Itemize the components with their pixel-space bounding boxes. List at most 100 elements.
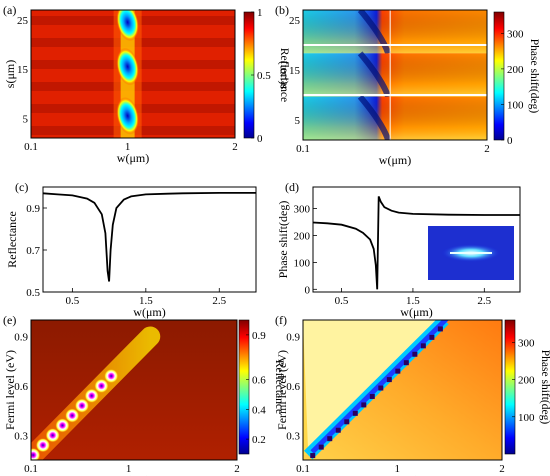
y-tick-label: 0.9 (26, 203, 40, 215)
phase-step (310, 453, 316, 459)
reflectance-dip (74, 398, 89, 413)
reflectance-dip (116, 97, 140, 135)
colorbar-tick-label: 0.2 (252, 434, 266, 446)
y-tick-label: 0.9 (286, 331, 300, 343)
panel-d: 0.5 1.5 2.5 0 100 200 300 w(μm) Phase shift(deg)… (276, 180, 521, 319)
colorbar-tick-label: 0 (257, 133, 263, 145)
x-axis-label: w(μm) (118, 473, 150, 476)
x-tick-label: 0.5 (335, 295, 349, 307)
reflectance-dip (104, 369, 119, 383)
plot-frame (30, 319, 238, 461)
y-tick-label: 100 (294, 257, 311, 269)
phase-step (437, 326, 443, 332)
y-tick-label: 25 (289, 15, 301, 27)
y-axis-label: Fermi level (eV) (275, 350, 289, 430)
phase-step (386, 377, 392, 383)
x-tick-label: 0.1 (296, 143, 310, 155)
phase-step (352, 410, 358, 416)
colorbar-tick-label: 1 (257, 7, 263, 19)
colorbar (238, 319, 250, 455)
phase-step (344, 419, 350, 425)
y-tick-label: 0.5 (26, 287, 40, 299)
colorbar-tick-label: 300 (518, 337, 535, 349)
x-tick-label: 2 (484, 143, 490, 155)
reflectance-dip (65, 408, 80, 423)
phase-step (412, 351, 418, 357)
colorbar-tick-label: 100 (518, 412, 535, 424)
phase-step (369, 393, 375, 399)
y-axis-label: s(μm) (275, 61, 289, 89)
x-tick-label: 1.5 (139, 295, 153, 307)
y-axis-label: Fermi level (eV) (3, 350, 17, 430)
y-axis-label: Reflectance (5, 211, 19, 268)
plot-frame (42, 186, 257, 293)
panel-f: 100 200 300 Phase shift(deg) 0.1 1 2 0.3 0.6 0.9 w… (275, 313, 550, 476)
reflectance-dip (116, 10, 140, 42)
phase-step (403, 360, 409, 366)
panel-label: (d) (285, 180, 299, 194)
x-tick-label: 0.5 (66, 295, 80, 307)
x-tick-label: 1 (125, 141, 131, 153)
y-tick-label: 5 (295, 115, 301, 127)
colorbar (504, 319, 516, 455)
y-tick-label: 5 (23, 113, 29, 125)
x-axis-label: w(μm) (117, 151, 149, 165)
reflectance-dip (84, 388, 99, 403)
reflectance-dip (94, 378, 109, 393)
heatmap-f (303, 320, 502, 460)
x-tick-label: 2.5 (477, 295, 491, 307)
phase-ridge (357, 94, 391, 140)
y-tick-label: 300 (294, 204, 311, 216)
plot-frame (302, 319, 503, 461)
colorbar-tick-label: 100 (507, 99, 524, 111)
y-tick-label: 0.3 (14, 430, 28, 442)
phase-ridge (357, 10, 391, 55)
y-tick-label: 15 (289, 65, 301, 77)
y-tick-label: 0.3 (286, 430, 300, 442)
panel-label: (c) (15, 180, 28, 194)
x-tick-label: 0.1 (24, 141, 38, 153)
x-axis-label: w(μm) (400, 305, 432, 319)
heatmap-e (31, 320, 237, 460)
x-axis-label: w(μm) (386, 473, 418, 476)
panel-e: 0.2 0.4 0.6 0.9 Reflectance 0.1 1 2 0.3 0.6 0.9 w(μ… (3, 313, 285, 476)
colorbar-label: Reflectance (273, 360, 285, 414)
y-tick-label: 0.7 (26, 245, 40, 257)
phase-ridge (357, 51, 391, 98)
plot-frame (30, 9, 236, 139)
phase-step (361, 402, 367, 408)
series-line (312, 196, 520, 290)
colorbar-label: Phase shift(deg) (528, 39, 540, 114)
y-tick-label: 15 (17, 64, 29, 76)
colorbar (493, 11, 505, 141)
y-tick-label: 0 (305, 284, 311, 296)
y-tick-label: 0.6 (14, 381, 28, 393)
y-axis-label: s(μm) (3, 60, 17, 88)
panel-label: (f) (275, 313, 287, 327)
panel-label: (b) (275, 3, 289, 17)
series-line (42, 192, 256, 282)
colorbar-tick-label: 200 (507, 64, 524, 76)
colorbar-label: Phase shift(deg) (539, 350, 550, 425)
reflectance-dip (35, 438, 50, 453)
x-tick-label: 2 (499, 463, 505, 475)
y-tick-label: 0.9 (14, 331, 28, 343)
phase-step (318, 444, 324, 450)
colorbar-tick-label: 0.4 (252, 404, 266, 416)
phase-step (335, 427, 341, 433)
y-tick-label: 0.6 (286, 381, 300, 393)
plot-frame (312, 186, 521, 293)
plot-frame (302, 9, 488, 141)
heatmap-b (303, 10, 487, 140)
x-tick-label: 0.1 (296, 463, 310, 475)
reflectance-dip (116, 47, 140, 86)
x-tick-label: 1.5 (406, 295, 420, 307)
phase-band-blue (310, 320, 449, 454)
panel-c: 0.5 1.5 2.5 0.5 0.7 0.9 w(μm) Reflectance (c) (5, 180, 257, 319)
colorbar-label: Reflectance (278, 48, 290, 102)
x-tick-label: 1 (395, 463, 401, 475)
panel-label: (e) (3, 313, 16, 327)
y-tick-label: 25 (17, 15, 29, 27)
